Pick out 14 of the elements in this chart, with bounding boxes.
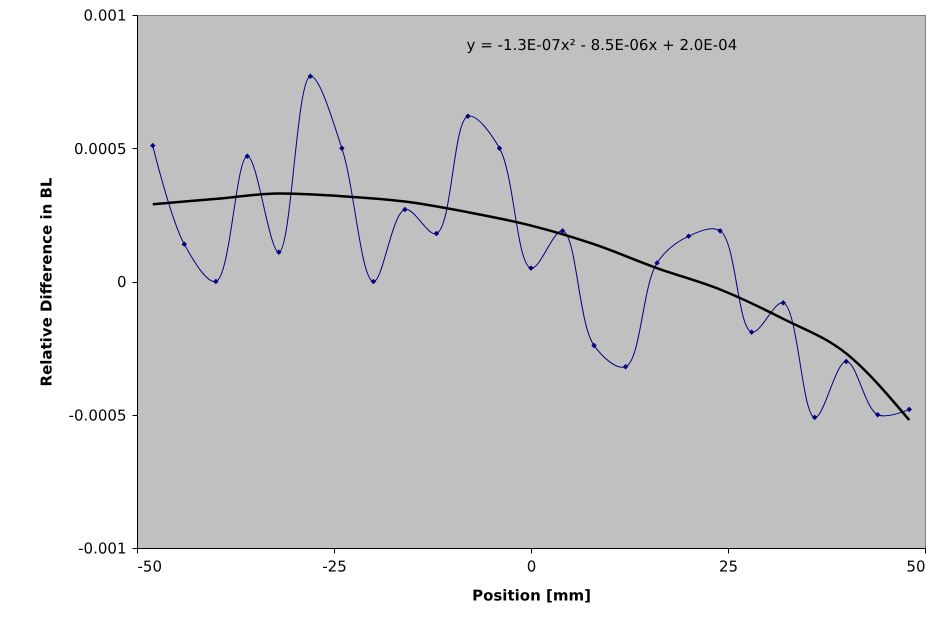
y-tick-label: 0 (116, 273, 126, 291)
y-tick-label: -0.0005 (68, 406, 126, 424)
x-tick-label: 0 (526, 558, 536, 576)
annotation: y = -1.3E-07x² - 8.5E-06x + 2.0E-04 (466, 36, 738, 54)
x-tick-label: -50 (138, 558, 162, 576)
y-tick-label: 0.001 (84, 6, 126, 24)
y-axis-title: Relative Difference in BL (38, 177, 56, 386)
line-series (152, 192, 910, 422)
x-tick-label: 25 (718, 558, 738, 576)
y-tick-label: -0.001 (78, 540, 126, 558)
x-tick-label: 50 (906, 558, 926, 576)
x-tick-label: -25 (322, 558, 347, 576)
y-tick-label: 0.0005 (74, 140, 126, 158)
x-axis-title: Position [mm] (472, 586, 591, 604)
